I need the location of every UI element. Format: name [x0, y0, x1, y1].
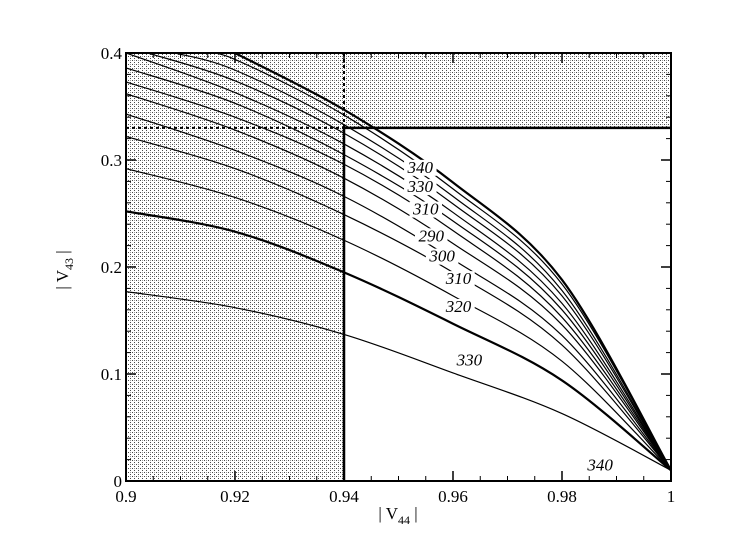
curve-label-background: [404, 159, 437, 176]
x-axis-title-bar-right: |: [410, 504, 418, 523]
x-tick-label: 0.96: [438, 487, 468, 506]
y-tick-label: 0.1: [101, 365, 122, 384]
curve-label-background: [404, 179, 437, 196]
y-axis-title-letter: V: [53, 269, 72, 286]
curve-label-background: [442, 271, 475, 288]
curve-label: 290: [418, 226, 444, 245]
curve-label: 340: [407, 158, 434, 177]
curve-label: 320: [445, 297, 472, 316]
curve-5: [126, 93, 671, 471]
curve-label: 300: [428, 247, 455, 266]
curve-label-background: [409, 201, 442, 218]
curve-label-background: [442, 298, 475, 315]
curve-2: [126, 167, 671, 471]
shaded-region-1: [344, 53, 671, 128]
curve-label: 310: [445, 269, 472, 288]
curve-7: [126, 67, 671, 471]
curve-3: [126, 135, 671, 471]
curve-1: [126, 210, 671, 472]
y-tick-label: 0.2: [101, 258, 122, 277]
y-axis-title-bar-left: |: [53, 286, 72, 289]
shaded-region-0: [126, 53, 344, 481]
x-axis-title-letter: V: [382, 504, 399, 523]
x-tick-label: 0.94: [329, 487, 359, 506]
curve-label-background: [414, 228, 448, 245]
x-axis-title-bar-left: |: [378, 504, 381, 523]
curve-label-background: [425, 248, 459, 265]
curve-label: 310: [412, 200, 439, 219]
curve-0: [126, 291, 671, 471]
y-axis-title: | V43 |: [53, 250, 76, 289]
curve-12: [234, 53, 671, 471]
y-axis-title-subscript: 43: [62, 258, 76, 270]
curve-label-background: [453, 352, 486, 369]
x-tick-label: 0.98: [547, 487, 577, 506]
annotation-label: 340: [586, 455, 613, 474]
x-tick-label: 0.9: [115, 487, 136, 506]
shaded-regions: [126, 53, 671, 481]
x-axis-title-subscript: 44: [398, 513, 410, 527]
curve-label: 330: [407, 177, 434, 196]
curve-label: 330: [456, 350, 483, 369]
x-tick-label: 1: [667, 487, 676, 506]
x-axis-title: | V44 |: [378, 504, 417, 527]
y-tick-label: 0.4: [101, 44, 123, 63]
y-tick-label: 0: [114, 472, 123, 491]
axis-ticks: 0.9 0.92 0.94 0.96 0.98 1 0 0.1 0.2 0.3 0.4: [101, 44, 676, 506]
y-axis-title-bar-right: |: [53, 250, 72, 258]
x-tick-label: 0.92: [220, 487, 250, 506]
y-tick-label: 0.3: [101, 151, 122, 170]
